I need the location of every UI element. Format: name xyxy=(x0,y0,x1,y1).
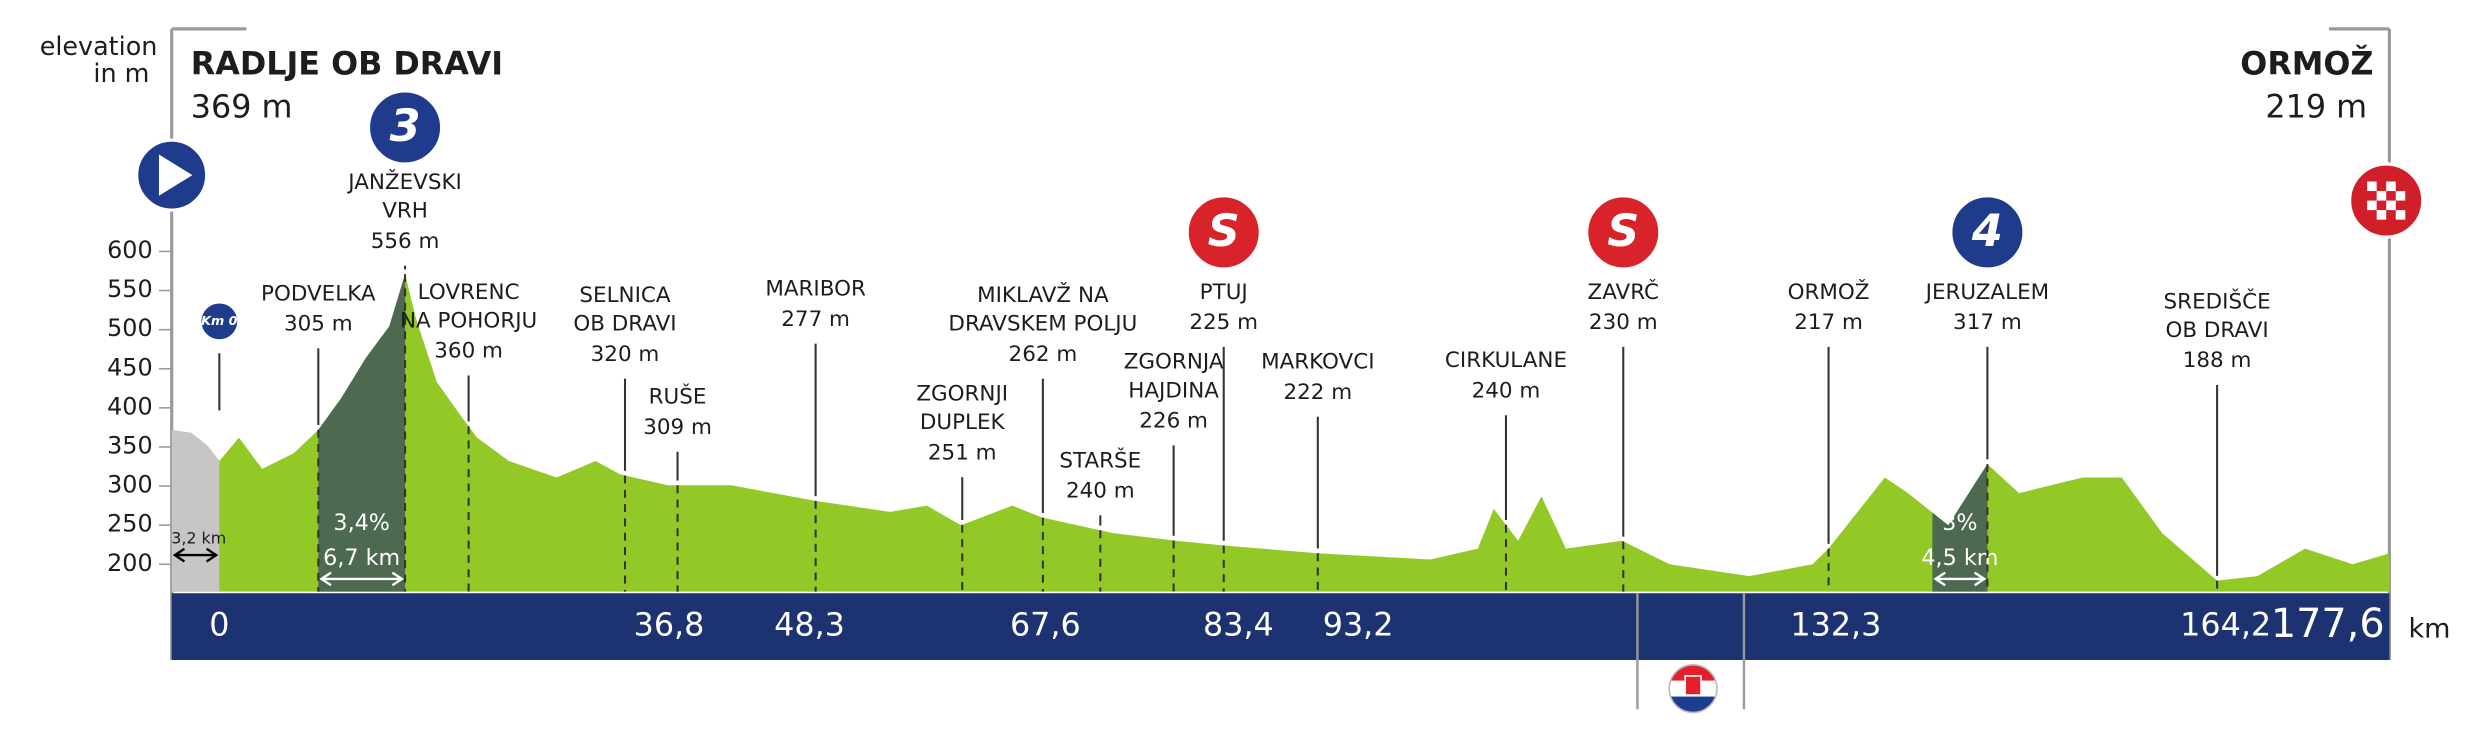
y-tick-label: 250 xyxy=(107,510,152,538)
place-name: STARŠE xyxy=(1059,447,1141,473)
place-elevation: 305 m xyxy=(284,312,353,337)
place-name: DUPLEK xyxy=(920,410,1006,435)
place-elevation: 309 m xyxy=(643,415,712,440)
km-label: 0 xyxy=(209,607,229,644)
place-name: HAJDINA xyxy=(1128,378,1219,403)
place-name: JANŽEVSKI xyxy=(346,169,462,195)
place-elevation: 225 m xyxy=(1189,310,1258,335)
y-tick-label: 500 xyxy=(107,314,152,342)
place-name: ZAVRČ xyxy=(1588,279,1659,305)
y-tick-label: 400 xyxy=(107,392,152,420)
place-name: JERUZALEM xyxy=(1924,280,2050,305)
y-tick-label: 200 xyxy=(107,549,152,577)
place-name: SELNICA xyxy=(579,283,670,308)
sprint-badge-text: S xyxy=(1607,206,1639,257)
climb-gradient: 3,4% xyxy=(333,510,390,536)
place-elevation: 320 m xyxy=(591,342,660,367)
place-elevation: 240 m xyxy=(1472,378,1541,403)
climb-length: 6,7 km xyxy=(323,545,400,571)
kom-badge-text: 3 xyxy=(390,101,421,152)
place-name: ORMOŽ xyxy=(1788,279,1870,305)
place-name: MIKLAVŽ NA xyxy=(977,282,1109,308)
start-icon xyxy=(135,138,209,212)
place-name: PODVELKA xyxy=(261,281,376,306)
sprint-badge xyxy=(1585,194,1662,271)
km-label: 48,3 xyxy=(774,607,845,644)
place-name: MARIBOR xyxy=(765,277,866,302)
km0-badge xyxy=(199,301,240,342)
y-tick-label: 450 xyxy=(107,353,152,381)
place-elevation: 222 m xyxy=(1283,380,1352,405)
kom-badge xyxy=(366,89,444,166)
km-label: 93,2 xyxy=(1323,607,1394,644)
place-name: NA POHORJU xyxy=(400,308,537,333)
y-axis-label: in m xyxy=(93,58,149,88)
kom-badge xyxy=(1949,194,2026,271)
finish-name: ORMOŽ xyxy=(2240,44,2373,82)
place-name: PTUJ xyxy=(1200,280,1248,305)
place-name: SREDIŠČE xyxy=(2164,288,2271,314)
place-name: LOVRENC xyxy=(418,280,520,305)
km0-text: Km 0 xyxy=(201,313,238,328)
place-name: MARKOVCI xyxy=(1261,350,1374,375)
place-elevation: 556 m xyxy=(371,229,440,254)
km-label: 36,8 xyxy=(634,607,705,644)
y-tick-label: 550 xyxy=(107,275,152,303)
kom-badge-text: 4 xyxy=(1971,206,2003,257)
place-elevation: 317 m xyxy=(1953,310,2022,335)
start-elevation: 369 m xyxy=(191,88,293,125)
y-tick-label: 300 xyxy=(107,471,152,499)
neutral-area xyxy=(171,429,220,592)
place-elevation: 240 m xyxy=(1066,478,1135,503)
croatia-flag xyxy=(1668,663,1718,714)
finish-elevation: 219 m xyxy=(2265,88,2367,125)
place-elevation: 217 m xyxy=(1794,310,1863,335)
place-elevation: 262 m xyxy=(1009,342,1078,367)
climb-gradient: 3% xyxy=(1942,510,1977,536)
km-label: 177,6 xyxy=(2271,601,2385,647)
place-name: VRH xyxy=(382,199,428,224)
place-name: RUŠE xyxy=(649,384,707,410)
sprint-badge-text: S xyxy=(1208,206,1240,257)
place-name: ZGORNJI xyxy=(916,382,1008,407)
place-elevation: 230 m xyxy=(1589,310,1658,335)
neutral-arrowheads xyxy=(172,547,219,563)
finish-icon xyxy=(2348,162,2425,239)
place-name: CIRKULANE xyxy=(1445,348,1567,373)
place-elevation: 188 m xyxy=(2183,348,2252,373)
start-name: RADLJE OB DRAVI xyxy=(191,45,503,82)
elevation-area xyxy=(171,274,2390,592)
y-tick-label: 600 xyxy=(107,236,152,264)
place-name: DRAVSKEM POLJU xyxy=(948,312,1137,337)
place-name: ZGORNJA xyxy=(1124,350,1224,375)
neutral-label: 3,2 km xyxy=(171,529,226,548)
place-name: OB DRAVI xyxy=(2165,318,2268,343)
km-bar xyxy=(171,593,2390,661)
km-label: 67,6 xyxy=(1010,607,1081,644)
place-elevation: 360 m xyxy=(434,339,503,364)
place-elevation: 251 m xyxy=(928,440,997,465)
climb-arrowheads xyxy=(319,571,405,587)
place-name: OB DRAVI xyxy=(573,312,676,337)
climb-length: 4,5 km xyxy=(1921,545,1998,571)
place-elevation: 277 m xyxy=(781,307,850,332)
climb-arrowheads xyxy=(1933,571,1987,587)
km-label: 164,2 xyxy=(2180,607,2271,644)
sprint-badge xyxy=(1185,194,1262,271)
km-unit: km xyxy=(2408,613,2450,644)
place-elevation: 226 m xyxy=(1139,409,1208,434)
km-label: 132,3 xyxy=(1790,607,1881,644)
y-axis-label: elevation xyxy=(40,31,158,61)
km-label: 83,4 xyxy=(1203,607,1274,644)
y-tick-label: 350 xyxy=(107,431,152,459)
